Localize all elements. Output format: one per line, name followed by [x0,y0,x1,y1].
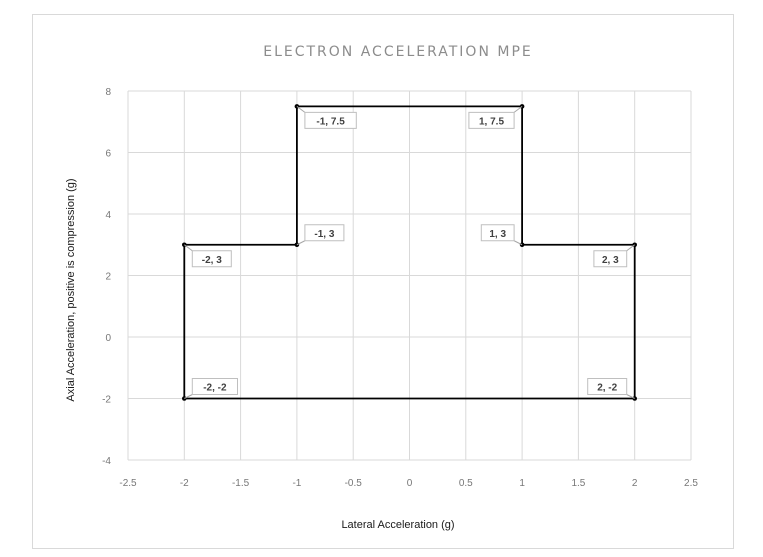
x-tick-label: -2.5 [119,478,137,489]
x-tick-label: -2 [180,478,189,489]
chart-frame: ELECTRON ACCELERATION MPE -2.5 -2 -1.5 -1 -0… [32,14,734,549]
data-label: 1, 3 [489,229,506,240]
data-label: -2, 3 [202,255,222,266]
chart-title: ELECTRON ACCELERATION MPE [263,44,533,60]
y-axis-title: Axial Acceleration, positive is compress… [65,178,77,401]
data-label: -1, 7.5 [316,116,345,127]
x-tick-label: 0.5 [459,478,473,489]
data-label: -2, -2 [203,383,227,394]
data-label-box [191,250,232,268]
data-label-box [468,111,515,129]
y-tick-label: 0 [105,333,111,344]
x-tick-label: 1.5 [571,478,585,489]
x-tick-label: -1.5 [232,478,250,489]
x-axis-title: Lateral Acceleration (g) [341,519,454,531]
tick-layer: -2.5 -2 -1.5 -1 -0.5 0 0.5 1 1.5 2 2.5 -4 -2 0 2 4 6 8 [102,87,698,489]
y-tick-label: 8 [105,87,111,98]
x-tick-label: 2.5 [684,478,698,489]
data-label-leader [296,240,306,246]
x-tick-label: -1 [292,478,301,489]
data-label-leader [184,244,193,252]
data-label: 2, -2 [597,383,617,394]
data-label-box [593,250,628,268]
label-layer: -2, -2 -2, 3 -1, 3 -1, 7.5 1, 7.5 1, 3 2, 3 2, … [184,105,636,399]
data-label-box [587,378,628,395]
data-label: 2, 3 [602,255,619,266]
y-tick-label: 2 [105,272,111,283]
data-point [519,242,525,248]
x-tick-label: 1 [519,478,525,489]
data-label-box [191,378,239,395]
data-label-leader [296,105,306,113]
data-label: 1, 7.5 [479,116,504,127]
data-label-leader [184,394,193,399]
data-label: -1, 3 [314,229,334,240]
data-label-leader [513,105,523,113]
grid-layer [127,90,692,461]
y-tick-label: -4 [102,456,111,467]
y-tick-label: 6 [105,149,111,160]
data-label-leader [513,240,523,246]
data-label-box [304,224,345,242]
data-label-leader [626,244,636,252]
data-label-box [480,224,515,242]
x-tick-label: 0 [407,478,413,489]
x-tick-label: -0.5 [345,478,363,489]
data-label-leader [626,394,635,399]
x-tick-label: 2 [632,478,638,489]
data-label-box [304,111,357,129]
y-tick-label: -2 [102,395,111,406]
chart-svg: ELECTRON ACCELERATION MPE -2.5 -2 -1.5 -1 -0… [65,44,698,531]
y-tick-label: 4 [105,210,111,221]
